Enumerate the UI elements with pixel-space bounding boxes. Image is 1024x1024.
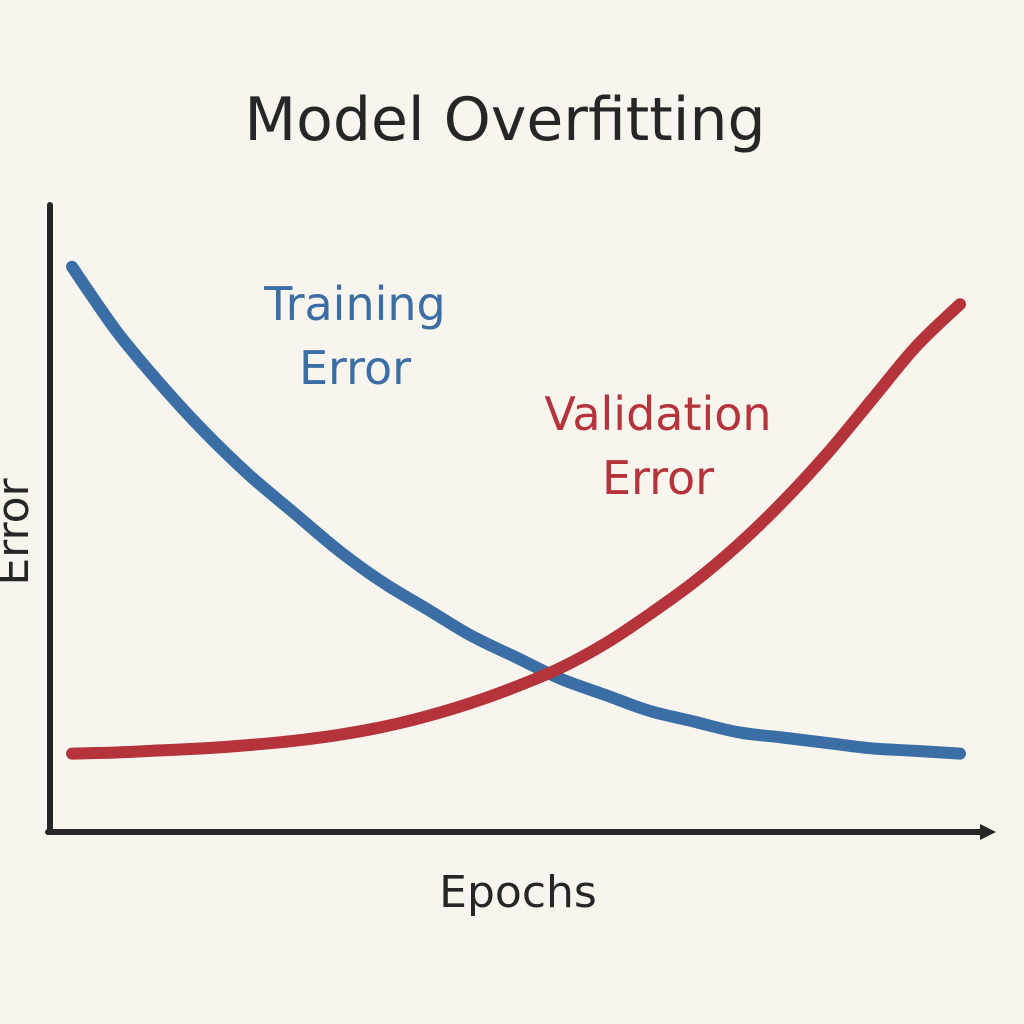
series-label-line: Error bbox=[299, 341, 411, 395]
x-axis-arrow-icon bbox=[980, 824, 996, 840]
axes bbox=[45, 202, 996, 840]
series-line-validation-error bbox=[66, 298, 966, 760]
chart-title: Model Overfitting bbox=[244, 85, 765, 155]
series-label-line: Error bbox=[602, 451, 714, 505]
series-line-training-error bbox=[66, 260, 966, 760]
y-axis-label: Error bbox=[0, 477, 39, 585]
series-label-line: Training bbox=[263, 277, 446, 331]
x-axis-label: Epochs bbox=[439, 867, 597, 918]
series-label-training-error: Training Error bbox=[263, 277, 446, 395]
series-label-line: Validation bbox=[544, 387, 771, 441]
series-layer bbox=[66, 260, 966, 760]
series-label-validation-error: Validation Error bbox=[544, 387, 771, 505]
series-labels: Training Error Validation Error bbox=[263, 277, 771, 505]
